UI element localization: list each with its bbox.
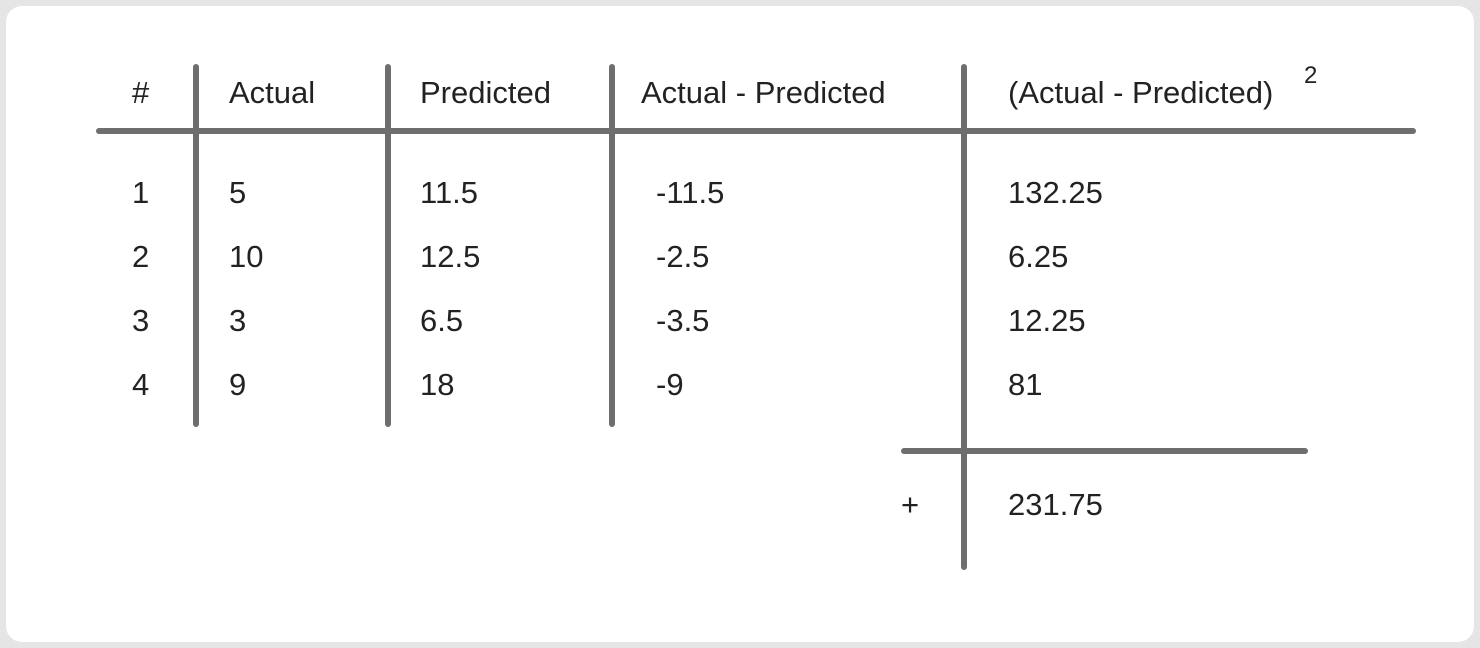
column-divider-index	[193, 64, 199, 427]
header-index: #	[132, 75, 150, 110]
row-1-index: 1	[132, 175, 150, 210]
sum-value: 231.75	[1008, 487, 1103, 522]
row-3-index: 3	[132, 303, 150, 338]
column-divider-predicted	[609, 64, 615, 427]
sum-operator: +	[901, 487, 920, 522]
header-squared: (Actual - Predicted)	[1008, 75, 1274, 110]
sum-rule	[901, 448, 1308, 454]
row-3-actual: 3	[229, 303, 247, 338]
header-rule	[96, 128, 1416, 134]
row-4-predicted: 18	[420, 367, 455, 402]
row-1-predicted: 11.5	[420, 175, 479, 210]
header-squared-exponent: 2	[1304, 62, 1318, 89]
row-2-squared: 6.25	[1008, 239, 1069, 274]
row-3-predicted: 6.5	[420, 303, 464, 338]
diagram-card	[6, 6, 1474, 642]
column-divider-actual	[385, 64, 391, 427]
row-4-difference: -9	[656, 367, 684, 402]
row-2-difference: -2.5	[656, 239, 710, 274]
header-predicted: Predicted	[420, 75, 551, 110]
row-2-index: 2	[132, 239, 150, 274]
column-divider-difference	[961, 64, 967, 570]
header-difference: Actual - Predicted	[641, 75, 886, 110]
row-4-squared: 81	[1008, 367, 1043, 402]
row-3-squared: 12.25	[1008, 303, 1086, 338]
row-1-actual: 5	[229, 175, 247, 210]
row-2-actual: 10	[229, 239, 264, 274]
row-1-squared: 132.25	[1008, 175, 1103, 210]
header-actual: Actual	[229, 75, 316, 110]
row-4-actual: 9	[229, 367, 247, 402]
row-1-difference: -11.5	[656, 175, 725, 210]
row-3-difference: -3.5	[656, 303, 710, 338]
row-4-index: 4	[132, 367, 150, 402]
row-2-predicted: 12.5	[420, 239, 481, 274]
